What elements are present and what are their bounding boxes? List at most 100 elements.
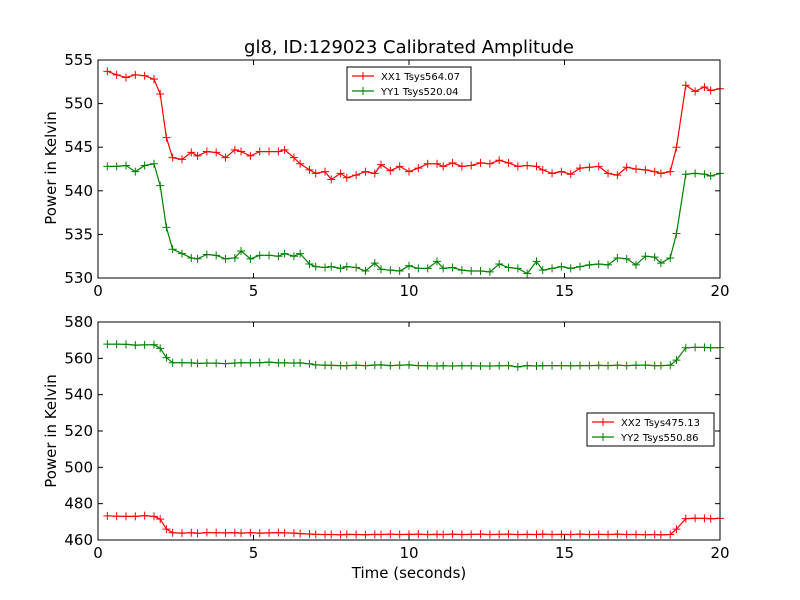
data-point	[377, 265, 386, 274]
data-point	[149, 340, 158, 349]
data-point	[700, 83, 709, 92]
data-point	[622, 254, 631, 263]
data-point	[681, 81, 690, 90]
data-point	[495, 361, 504, 370]
data-point	[706, 171, 715, 180]
bottom-y-axis-label: Power in Kelvin	[42, 374, 60, 488]
data-point	[112, 162, 121, 171]
data-point	[650, 253, 659, 262]
data-point	[327, 361, 336, 370]
data-point	[103, 162, 112, 171]
data-point	[352, 361, 361, 370]
data-point	[548, 530, 557, 539]
data-point	[706, 514, 715, 523]
x-tick-label: 20	[710, 544, 729, 562]
data-point	[274, 147, 283, 156]
data-point	[432, 159, 441, 168]
legend-label: XX2 Tsys475.13	[621, 418, 700, 429]
legend-marker	[599, 433, 607, 441]
x-tick-label: 10	[399, 282, 418, 300]
data-point	[656, 530, 665, 539]
data-point	[485, 361, 494, 370]
y-tick-label: 550	[64, 95, 93, 113]
x-tick-label: 0	[93, 282, 103, 300]
data-point	[504, 361, 513, 370]
data-point	[548, 264, 557, 273]
data-point	[370, 169, 379, 178]
data-point	[641, 530, 650, 539]
data-point	[604, 361, 613, 370]
data-point	[230, 145, 239, 154]
data-point	[495, 156, 504, 165]
data-point	[246, 254, 255, 263]
data-point	[613, 253, 622, 262]
data-point	[162, 223, 171, 232]
data-point	[485, 267, 494, 276]
x-axis-label: Time (seconds)	[351, 564, 467, 582]
data-point	[538, 266, 547, 275]
data-point	[576, 164, 585, 173]
data-point	[681, 514, 690, 523]
data-point	[656, 169, 665, 178]
data-point	[202, 147, 211, 156]
data-point	[265, 528, 274, 537]
data-point	[566, 530, 575, 539]
data-point	[666, 361, 675, 370]
data-point	[585, 530, 594, 539]
data-point	[622, 361, 631, 370]
data-point	[177, 529, 186, 538]
data-point	[448, 361, 457, 370]
data-point	[681, 343, 690, 352]
data-point	[103, 67, 112, 76]
data-point	[585, 163, 594, 172]
data-point	[386, 166, 395, 175]
data-point	[121, 512, 130, 521]
data-point	[448, 263, 457, 272]
data-point	[140, 511, 149, 520]
data-point	[523, 530, 532, 539]
y-tick-label: 555	[64, 51, 93, 69]
data-point	[566, 264, 575, 273]
legend-label: YY1 Tsys520.04	[380, 87, 459, 98]
data-point	[405, 261, 413, 270]
data-point	[237, 147, 246, 156]
data-point	[538, 530, 547, 539]
data-point	[140, 161, 149, 170]
legend-label: XX1 Tsys564.07	[381, 72, 460, 83]
top-plot-panel: 0 5 10 15 20 530 535 540 545 550 555 XX1 Tsys564.07…	[64, 51, 729, 300]
data-point	[289, 252, 298, 261]
data-point	[513, 362, 522, 371]
data-point	[672, 356, 681, 365]
legend-entry: XX1 Tsys564.07	[352, 72, 460, 83]
data-point	[476, 267, 485, 276]
data-point	[246, 358, 255, 367]
data-point	[162, 353, 171, 362]
data-point	[706, 343, 715, 352]
data-point	[439, 264, 448, 273]
data-point	[274, 252, 283, 261]
series-1	[103, 67, 724, 184]
series-2	[103, 340, 724, 371]
data-point	[513, 530, 522, 539]
data-point	[246, 528, 255, 537]
data-point	[467, 161, 476, 170]
data-point	[327, 530, 336, 539]
data-point	[666, 253, 675, 262]
data-point	[681, 170, 690, 179]
data-point	[280, 249, 289, 258]
data-point	[532, 257, 541, 266]
data-point	[594, 530, 603, 539]
y-tick-label: 580	[64, 313, 93, 331]
legend-box	[586, 412, 715, 447]
data-point	[656, 361, 665, 370]
data-point	[457, 162, 466, 171]
data-point	[532, 162, 541, 171]
data-point	[557, 530, 566, 539]
data-point	[622, 530, 631, 539]
data-point	[140, 340, 149, 349]
data-point	[103, 340, 112, 349]
data-point	[656, 259, 665, 268]
data-point	[342, 262, 351, 271]
data-point	[386, 266, 395, 275]
